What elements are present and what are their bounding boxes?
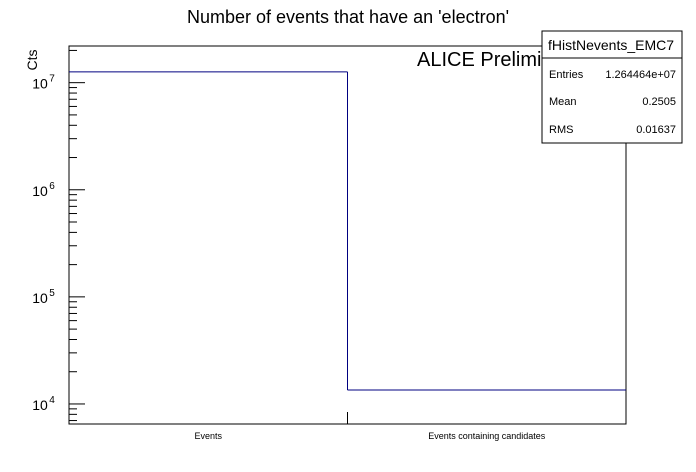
y-tick-exponent: 7 (49, 74, 55, 85)
stats-box-frame (541, 30, 683, 144)
x-tick-label: Events (194, 431, 222, 441)
stats-box: fHistNevents_EMC7 Entries 1.264464e+07 M… (541, 30, 683, 144)
y-tick-exponent: 4 (49, 395, 55, 406)
y-tick-exponent: 5 (49, 288, 55, 299)
stats-rms-value: 0.01637 (636, 124, 676, 136)
y-tick-exponent: 6 (49, 181, 55, 192)
stats-entries-value: 1.264464e+07 (605, 69, 676, 81)
alice-preliminary-label: ALICE Preliminary (417, 49, 580, 71)
histogram-series (69, 71, 626, 391)
y-tick-label: 10 5 (32, 288, 55, 306)
stats-box-title: fHistNevents_EMC7 (548, 37, 674, 53)
stats-mean-value: 0.2505 (642, 96, 676, 108)
y-tick-base: 10 (32, 76, 48, 92)
y-axis-label: Cts (24, 50, 40, 71)
stats-rms-label: RMS (549, 124, 573, 136)
y-tick-base: 10 (32, 183, 48, 199)
y-tick-label: 10 6 (32, 181, 55, 199)
y-tick-label: 10 7 (32, 74, 55, 92)
stats-mean-label: Mean (549, 96, 577, 108)
y-tick-label: 10 4 (32, 395, 55, 413)
chart-title: Number of events that have an 'electron' (187, 7, 509, 27)
y-tick-base: 10 (32, 397, 48, 413)
stats-entries-label: Entries (549, 69, 584, 81)
x-axis: Events Events containing candidates (194, 412, 546, 441)
y-tick-base: 10 (32, 290, 48, 306)
x-tick-label: Events containing candidates (428, 431, 546, 441)
